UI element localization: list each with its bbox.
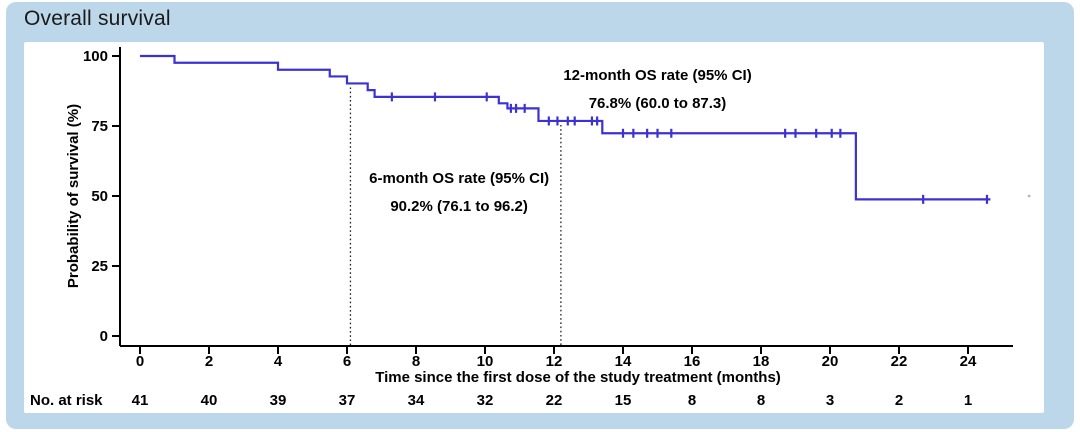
x-tick-label: 14: [615, 353, 632, 370]
risk-table-value: 41: [132, 392, 149, 409]
risk-table-value: 3: [826, 392, 834, 409]
y-tick-label: 75: [91, 118, 108, 135]
stray-mark: [1027, 194, 1031, 198]
x-tick-label: 24: [960, 353, 977, 370]
km-curve: [140, 54, 991, 201]
annotation-text: 90.2% (76.1 to 96.2): [390, 198, 528, 215]
figure-card: Overall survival 0 25 50 75 100 0 2 4 6 8 10 12 14 16…: [6, 2, 1074, 429]
annotation-text: 12-month OS rate (95% CI): [563, 67, 751, 84]
x-tick-label: 0: [136, 353, 144, 370]
x-tick-label: 18: [753, 353, 770, 370]
risk-table-value: 15: [615, 392, 632, 409]
x-tick-label: 2: [205, 353, 213, 370]
x-axis-label: Time since the first dose of the study t…: [375, 369, 781, 386]
y-axis-label: Probability of survival (%): [65, 104, 82, 288]
risk-table-value: 8: [688, 392, 696, 409]
risk-table-value: 22: [546, 392, 563, 409]
risk-table-value: 40: [201, 392, 218, 409]
risk-table-value: 2: [895, 392, 903, 409]
x-tick-label: 16: [684, 353, 701, 370]
x-tick-label: 12: [546, 353, 563, 370]
x-tick-label: 8: [412, 353, 420, 370]
y-tick-label: 50: [91, 188, 108, 205]
x-tick-label: 20: [822, 353, 839, 370]
y-tick-label: 0: [100, 328, 108, 345]
figure-title: Overall survival: [24, 7, 171, 30]
x-tick-label: 10: [477, 353, 494, 370]
y-tick-label: 25: [91, 258, 108, 275]
annotation-text: 6-month OS rate (95% CI): [369, 170, 549, 187]
risk-table-value: 8: [757, 392, 765, 409]
risk-table-value: 1: [964, 392, 972, 409]
x-tick-label: 4: [274, 353, 283, 370]
x-tick-label: 6: [343, 353, 351, 370]
annotation-text: 76.8% (60.0 to 87.3): [589, 95, 727, 112]
risk-table-value: 37: [339, 392, 356, 409]
risk-table-value: 34: [408, 392, 425, 409]
risk-table-label: No. at risk: [30, 392, 103, 409]
risk-table-value: 32: [477, 392, 494, 409]
x-tick-label: 22: [891, 353, 908, 370]
risk-table-value: 39: [270, 392, 287, 409]
plot-panel: 0 25 50 75 100 0 2 4 6 8 10 12 14 16 18 20 22 24 Time sinc…: [24, 42, 1044, 413]
y-tick-label: 100: [83, 48, 108, 65]
